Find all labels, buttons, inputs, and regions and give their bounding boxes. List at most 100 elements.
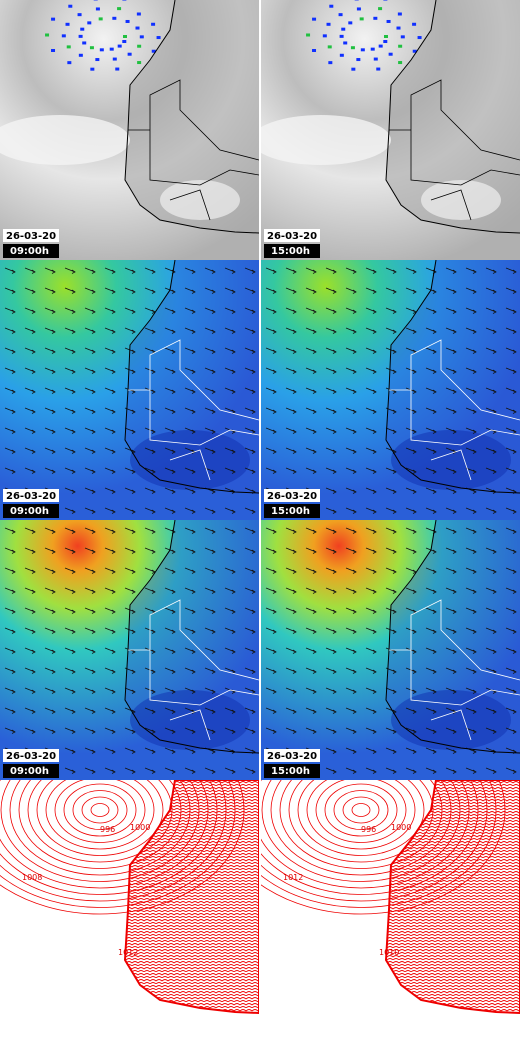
panel-content [261, 260, 520, 520]
precip [373, 57, 378, 61]
precip [370, 47, 375, 51]
map-panel: 996 1000 1008 1012 [0, 780, 259, 1040]
time-box [3, 764, 59, 778]
precip [135, 26, 140, 30]
time-label: 15:00h [271, 246, 310, 257]
map-panel: 26-03-20 09:00h [0, 520, 259, 780]
borders [128, 599, 259, 741]
precip [356, 58, 361, 62]
precip [66, 45, 71, 49]
coastline [385, 0, 520, 234]
precip [78, 34, 83, 38]
precip [376, 67, 381, 71]
map-panel: 26-03-20 09:00h [0, 0, 259, 260]
precip [386, 19, 391, 23]
precip [378, 44, 383, 48]
precip [125, 19, 130, 23]
isobar [81, 796, 119, 824]
precip [398, 44, 403, 48]
precip [99, 48, 104, 52]
precip [412, 22, 417, 26]
coastline [385, 780, 520, 1014]
precip [95, 58, 100, 62]
precip [89, 46, 94, 50]
precip [326, 22, 331, 26]
panel-content [261, 520, 520, 780]
panel-content [0, 780, 259, 1040]
isobar [36, 780, 164, 856]
precip [378, 7, 383, 11]
isobar [54, 780, 146, 843]
precip [327, 45, 332, 49]
date-box [3, 489, 59, 502]
precip [112, 57, 117, 61]
map-panel: 26-03-20 15:00h [261, 520, 520, 780]
isobar [306, 780, 416, 850]
isobar [324, 783, 398, 837]
borders [389, 79, 520, 221]
precip [77, 13, 82, 17]
isobar-label: 1012 [118, 948, 138, 957]
date-label: 26-03-20 [6, 231, 56, 242]
precip [90, 67, 95, 71]
borders [389, 599, 520, 741]
precip [51, 17, 56, 21]
map-panel: 996 1000 1012 1010 [261, 780, 520, 1040]
precip [388, 52, 393, 56]
date-box [264, 749, 320, 762]
date-label: 26-03-20 [267, 231, 317, 242]
precip [156, 36, 161, 40]
cloud [160, 180, 240, 220]
precip [351, 67, 356, 71]
precip [412, 49, 417, 53]
map-panel: 26-03-20 15:00h [261, 0, 520, 260]
time-box [3, 244, 59, 258]
precip [338, 13, 343, 17]
date-box [3, 749, 59, 762]
isobar-label: 1000 [130, 823, 150, 832]
isobar [351, 803, 371, 817]
precip [322, 34, 327, 38]
isobar [90, 803, 110, 817]
panel-content [261, 780, 520, 1040]
precip [51, 48, 56, 52]
precip [65, 22, 70, 26]
coastline [124, 780, 259, 1014]
precip [151, 49, 156, 53]
precip [339, 34, 344, 38]
time-label: 15:00h [271, 506, 310, 517]
cloud [421, 180, 501, 220]
precip [360, 48, 365, 52]
precip [61, 34, 66, 38]
precip [339, 53, 344, 57]
precip [80, 27, 85, 31]
date-label: 26-03-20 [267, 751, 317, 762]
isobar [342, 796, 380, 824]
precip [343, 41, 348, 45]
date-label: 26-03-20 [6, 751, 56, 762]
precip [112, 16, 117, 20]
isobar-label: 1008 [22, 873, 42, 882]
precip [341, 27, 346, 31]
precip [137, 61, 142, 65]
precip [123, 35, 127, 38]
isobar [315, 780, 407, 843]
precip [139, 35, 144, 39]
precip [115, 67, 120, 71]
precip [109, 47, 114, 51]
precip [329, 4, 334, 8]
precip [396, 26, 401, 30]
coastline [124, 260, 259, 494]
isobar-label: 1012 [283, 873, 303, 882]
coastline [385, 260, 520, 494]
borders [128, 79, 259, 221]
borders [128, 339, 259, 481]
precip [306, 33, 311, 37]
coastline [385, 520, 520, 754]
precip [68, 4, 73, 8]
precip [397, 12, 402, 16]
precip [373, 16, 378, 20]
precip [383, 0, 388, 1]
precip [400, 35, 405, 39]
precip [384, 35, 388, 38]
